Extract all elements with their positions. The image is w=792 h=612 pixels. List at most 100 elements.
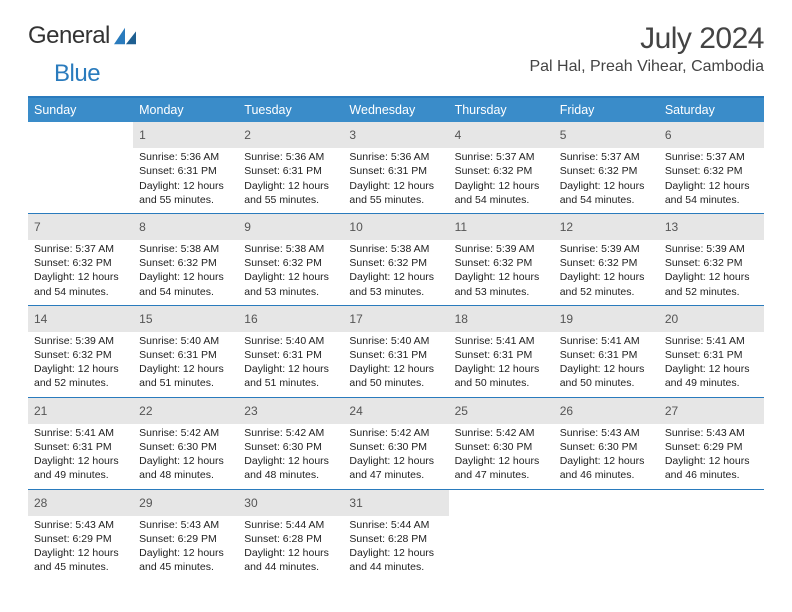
day-number: 5: [560, 124, 653, 146]
sunrise-text: Sunrise: 5:41 AM: [560, 334, 653, 348]
page: General July 2024 Pal Hal, Preah Vihear,…: [0, 0, 792, 580]
sunrise-text: Sunrise: 5:38 AM: [244, 242, 337, 256]
calendar-week-row: 28Sunrise: 5:43 AMSunset: 6:29 PMDayligh…: [28, 489, 764, 580]
day-number: 27: [665, 400, 758, 422]
sunset-text: Sunset: 6:32 PM: [34, 348, 127, 362]
sunrise-text: Sunrise: 5:39 AM: [665, 242, 758, 256]
daylight-text: Daylight: 12 hours and 51 minutes.: [139, 362, 232, 390]
day-number: 26: [560, 400, 653, 422]
daylight-text: Daylight: 12 hours and 45 minutes.: [34, 546, 127, 574]
daylight-text: Daylight: 12 hours and 52 minutes.: [560, 270, 653, 298]
daylight-text: Daylight: 12 hours and 53 minutes.: [244, 270, 337, 298]
calendar-day-cell: 7Sunrise: 5:37 AMSunset: 6:32 PMDaylight…: [28, 213, 133, 305]
day-number: 24: [349, 400, 442, 422]
sunrise-text: Sunrise: 5:40 AM: [139, 334, 232, 348]
daylight-text: Daylight: 12 hours and 55 minutes.: [244, 179, 337, 207]
title-block: July 2024 Pal Hal, Preah Vihear, Cambodi…: [529, 22, 764, 76]
logo: General: [28, 22, 136, 50]
day-number: 14: [34, 308, 127, 330]
logo-word2: Blue: [54, 60, 100, 88]
sunrise-text: Sunrise: 5:37 AM: [455, 150, 548, 164]
sunset-text: Sunset: 6:30 PM: [349, 440, 442, 454]
daylight-text: Daylight: 12 hours and 53 minutes.: [455, 270, 548, 298]
daylight-text: Daylight: 12 hours and 49 minutes.: [34, 454, 127, 482]
sunset-text: Sunset: 6:30 PM: [244, 440, 337, 454]
calendar-day-cell: 26Sunrise: 5:43 AMSunset: 6:30 PMDayligh…: [554, 397, 659, 489]
daylight-text: Daylight: 12 hours and 49 minutes.: [665, 362, 758, 390]
sunrise-text: Sunrise: 5:36 AM: [349, 150, 442, 164]
daylight-text: Daylight: 12 hours and 51 minutes.: [244, 362, 337, 390]
calendar-day-cell: 9 Sunrise: 5:38 AMSunset: 6:32 PMDaylight…: [238, 213, 343, 305]
calendar-day-cell: 11Sunrise: 5:39 AMSunset: 6:32 PMDayligh…: [449, 213, 554, 305]
sunset-text: Sunset: 6:31 PM: [244, 348, 337, 362]
day-number: 18: [455, 308, 548, 330]
sunset-text: Sunset: 6:32 PM: [665, 256, 758, 270]
sunrise-text: Sunrise: 5:38 AM: [349, 242, 442, 256]
logo-word1: General: [28, 22, 110, 50]
calendar-day-cell: 4Sunrise: 5:37 AMSunset: 6:32 PMDaylight…: [449, 122, 554, 213]
calendar-day-cell: 1Sunrise: 5:36 AMSunset: 6:31 PMDaylight…: [133, 122, 238, 213]
daylight-text: Daylight: 12 hours and 54 minutes.: [34, 270, 127, 298]
weekday-header: Sunday: [28, 98, 133, 122]
sunrise-text: Sunrise: 5:37 AM: [560, 150, 653, 164]
sunset-text: Sunset: 6:30 PM: [139, 440, 232, 454]
calendar-day-cell: 15Sunrise: 5:40 AMSunset: 6:31 PMDayligh…: [133, 305, 238, 397]
weekday-header: Friday: [554, 98, 659, 122]
day-number: 3: [349, 124, 442, 146]
sunrise-text: Sunrise: 5:39 AM: [34, 334, 127, 348]
sunset-text: Sunset: 6:32 PM: [349, 256, 442, 270]
daylight-text: Daylight: 12 hours and 54 minutes.: [139, 270, 232, 298]
daylight-text: Daylight: 12 hours and 44 minutes.: [244, 546, 337, 574]
sunrise-text: Sunrise: 5:43 AM: [34, 518, 127, 532]
calendar-week-row: 21Sunrise: 5:41 AMSunset: 6:31 PMDayligh…: [28, 397, 764, 489]
weekday-header: Wednesday: [343, 98, 448, 122]
sunrise-text: Sunrise: 5:44 AM: [349, 518, 442, 532]
calendar-day-cell: 14Sunrise: 5:39 AMSunset: 6:32 PMDayligh…: [28, 305, 133, 397]
calendar-header-row: SundayMondayTuesdayWednesdayThursdayFrid…: [28, 98, 764, 122]
day-number: 1: [139, 124, 232, 146]
sunrise-text: Sunrise: 5:39 AM: [560, 242, 653, 256]
sunset-text: Sunset: 6:32 PM: [139, 256, 232, 270]
weekday-header: Thursday: [449, 98, 554, 122]
day-number: 21: [34, 400, 127, 422]
calendar-day-cell: 27Sunrise: 5:43 AMSunset: 6:29 PMDayligh…: [659, 397, 764, 489]
weekday-header: Monday: [133, 98, 238, 122]
sunset-text: Sunset: 6:32 PM: [455, 164, 548, 178]
day-number: 9: [244, 216, 337, 238]
location-text: Pal Hal, Preah Vihear, Cambodia: [529, 58, 764, 76]
calendar-week-row: 1Sunrise: 5:36 AMSunset: 6:31 PMDaylight…: [28, 122, 764, 213]
sunset-text: Sunset: 6:30 PM: [455, 440, 548, 454]
calendar-day-cell: 13Sunrise: 5:39 AMSunset: 6:32 PMDayligh…: [659, 213, 764, 305]
sunrise-text: Sunrise: 5:44 AM: [244, 518, 337, 532]
sunset-text: Sunset: 6:31 PM: [139, 164, 232, 178]
sunset-text: Sunset: 6:31 PM: [455, 348, 548, 362]
calendar-day-cell: 3 Sunrise: 5:36 AMSunset: 6:31 PMDaylight…: [343, 122, 448, 213]
calendar-day-cell: 8Sunrise: 5:38 AMSunset: 6:32 PMDaylight…: [133, 213, 238, 305]
day-number: 29: [139, 492, 232, 514]
calendar-day-cell: 20Sunrise: 5:41 AMSunset: 6:31 PMDayligh…: [659, 305, 764, 397]
day-number: 22: [139, 400, 232, 422]
sunset-text: Sunset: 6:32 PM: [34, 256, 127, 270]
sunset-text: Sunset: 6:31 PM: [349, 164, 442, 178]
calendar-day-cell: 5Sunrise: 5:37 AMSunset: 6:32 PMDaylight…: [554, 122, 659, 213]
sunset-text: Sunset: 6:28 PM: [349, 532, 442, 546]
sunrise-text: Sunrise: 5:41 AM: [665, 334, 758, 348]
sunset-text: Sunset: 6:31 PM: [244, 164, 337, 178]
daylight-text: Daylight: 12 hours and 55 minutes.: [139, 179, 232, 207]
daylight-text: Daylight: 12 hours and 55 minutes.: [349, 179, 442, 207]
calendar-day-cell: 2Sunrise: 5:36 AMSunset: 6:31 PMDaylight…: [238, 122, 343, 213]
sunset-text: Sunset: 6:30 PM: [560, 440, 653, 454]
calendar-day-cell: 28Sunrise: 5:43 AMSunset: 6:29 PMDayligh…: [28, 489, 133, 580]
sunrise-text: Sunrise: 5:37 AM: [665, 150, 758, 164]
daylight-text: Daylight: 12 hours and 46 minutes.: [665, 454, 758, 482]
calendar-day-cell: 12Sunrise: 5:39 AMSunset: 6:32 PMDayligh…: [554, 213, 659, 305]
sunset-text: Sunset: 6:32 PM: [244, 256, 337, 270]
sunset-text: Sunset: 6:31 PM: [34, 440, 127, 454]
logo-sail-icon: [114, 27, 136, 45]
day-number: 13: [665, 216, 758, 238]
calendar-day-cell: 18Sunrise: 5:41 AMSunset: 6:31 PMDayligh…: [449, 305, 554, 397]
calendar-day-cell: 16Sunrise: 5:40 AMSunset: 6:31 PMDayligh…: [238, 305, 343, 397]
sunset-text: Sunset: 6:32 PM: [665, 164, 758, 178]
calendar-empty-cell: [449, 489, 554, 580]
day-number: 6: [665, 124, 758, 146]
